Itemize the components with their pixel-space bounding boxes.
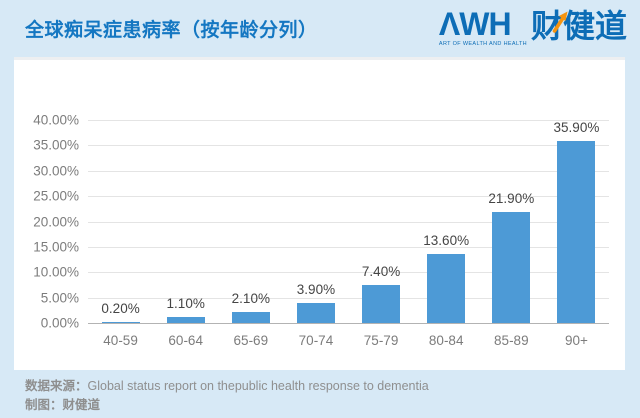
x-axis-category-label: 65-69 [233, 333, 269, 348]
x-axis-category-label: 75-79 [363, 333, 399, 348]
bar-slots: 0.20% 40-59 1.10% 60-64 2.10% 65-69 3.90% 70-74… [88, 119, 609, 348]
credit-line: 制图：财健道 [25, 396, 429, 415]
x-axis-category-label: 60-64 [168, 333, 203, 348]
plot-area: 40.00% 35.00% 30.00% 25.00% 20.00% 15.00% 10.0… [33, 113, 609, 348]
footer: 数据来源：Global status report on thepublic h… [25, 377, 429, 415]
bar-slot: 13.60% 80-84 [414, 120, 479, 348]
bar-60-64 [166, 317, 205, 323]
logo-cn-block: 财健道 [531, 9, 627, 43]
gridline [88, 221, 609, 223]
y-axis-tick-label: 0.00% [40, 315, 79, 331]
logo-tagline: ART OF WEALTH AND HEALTH [438, 41, 527, 47]
chart-title: 全球痴呆症患病率（按年龄分列） [25, 20, 318, 41]
x-axis-category-label: 80-84 [428, 333, 464, 348]
bar-slot: 21.90% 85-89 [479, 120, 544, 348]
bar-75-79 [362, 285, 401, 323]
chart-card: 40.00% 35.00% 30.00% 25.00% 20.00% 15.00% 10.0… [14, 57, 625, 370]
bar-slot: 7.40% 75-79 [349, 120, 414, 348]
credit-label: 制图： [25, 398, 63, 412]
x-axis-category-label: 85-89 [494, 333, 529, 348]
bar-70-74 [296, 303, 335, 323]
x-axis-category-label: 90+ [564, 333, 588, 348]
bar-slot: 35.90% 90+ [544, 119, 609, 348]
logo-cn-label: 财健道 [530, 8, 627, 44]
y-axis-tick-label: 15.00% [33, 239, 79, 255]
bar-value-label: 13.60% [423, 232, 470, 248]
data-source-text: Global status report on thepublic health… [87, 379, 429, 393]
y-axis-tick-label: 30.00% [33, 163, 79, 179]
x-axis-category-label: 70-74 [298, 333, 334, 348]
credit-text: 财健道 [62, 398, 101, 412]
bar-value-label: 7.40% [361, 264, 401, 280]
x-axis-category-label: 40-59 [103, 333, 138, 348]
bar-value-label: 35.90% [553, 119, 600, 135]
gridline [88, 297, 609, 299]
gridline [88, 246, 609, 248]
bar-65-69 [231, 312, 270, 323]
bar-90+ [557, 140, 596, 323]
gridline [88, 170, 609, 172]
y-axis-tick-label: 20.00% [33, 214, 79, 229]
y-axis-tick-label: 10.00% [33, 264, 79, 280]
bar-value-label: 21.90% [488, 190, 535, 206]
gridline [88, 120, 609, 121]
bar-slot: 0.20% 40-59 [88, 120, 153, 348]
gridline [88, 272, 609, 274]
bar-value-label: 2.10% [231, 291, 270, 307]
logo-wordmark: ΛWH [438, 6, 512, 42]
y-axis-tick-label: 5.00% [40, 290, 79, 306]
bar-value-label: 3.90% [296, 282, 336, 298]
gridline [88, 145, 609, 147]
y-axis-tick-label: 35.00% [33, 137, 79, 153]
bar-85-89 [492, 211, 531, 323]
y-axis-tick-label: 25.00% [33, 188, 79, 204]
gridline [88, 196, 609, 198]
bar-value-label: 0.20% [101, 301, 140, 316]
bar-slot: 2.10% 65-69 [218, 120, 283, 348]
data-source-label: 数据来源： [25, 379, 88, 393]
bar-value-label: 1.10% [166, 296, 205, 312]
data-source-line: 数据来源：Global status report on thepublic h… [25, 377, 429, 396]
logo-wordmark-block: ΛWH ART OF WEALTH AND HEALTH [438, 6, 527, 47]
brand-logo: ΛWH ART OF WEALTH AND HEALTH 财健道 [438, 6, 627, 47]
bar-slot: 1.10% 60-64 [153, 120, 218, 348]
bar-40-59 [101, 322, 140, 323]
logo-up-right-arrow-icon [552, 11, 568, 33]
x-axis-line [88, 323, 609, 324]
bar-slot: 3.90% 70-74 [283, 120, 348, 348]
bar-80-84 [427, 253, 466, 323]
y-axis-tick-label: 40.00% [33, 112, 79, 128]
